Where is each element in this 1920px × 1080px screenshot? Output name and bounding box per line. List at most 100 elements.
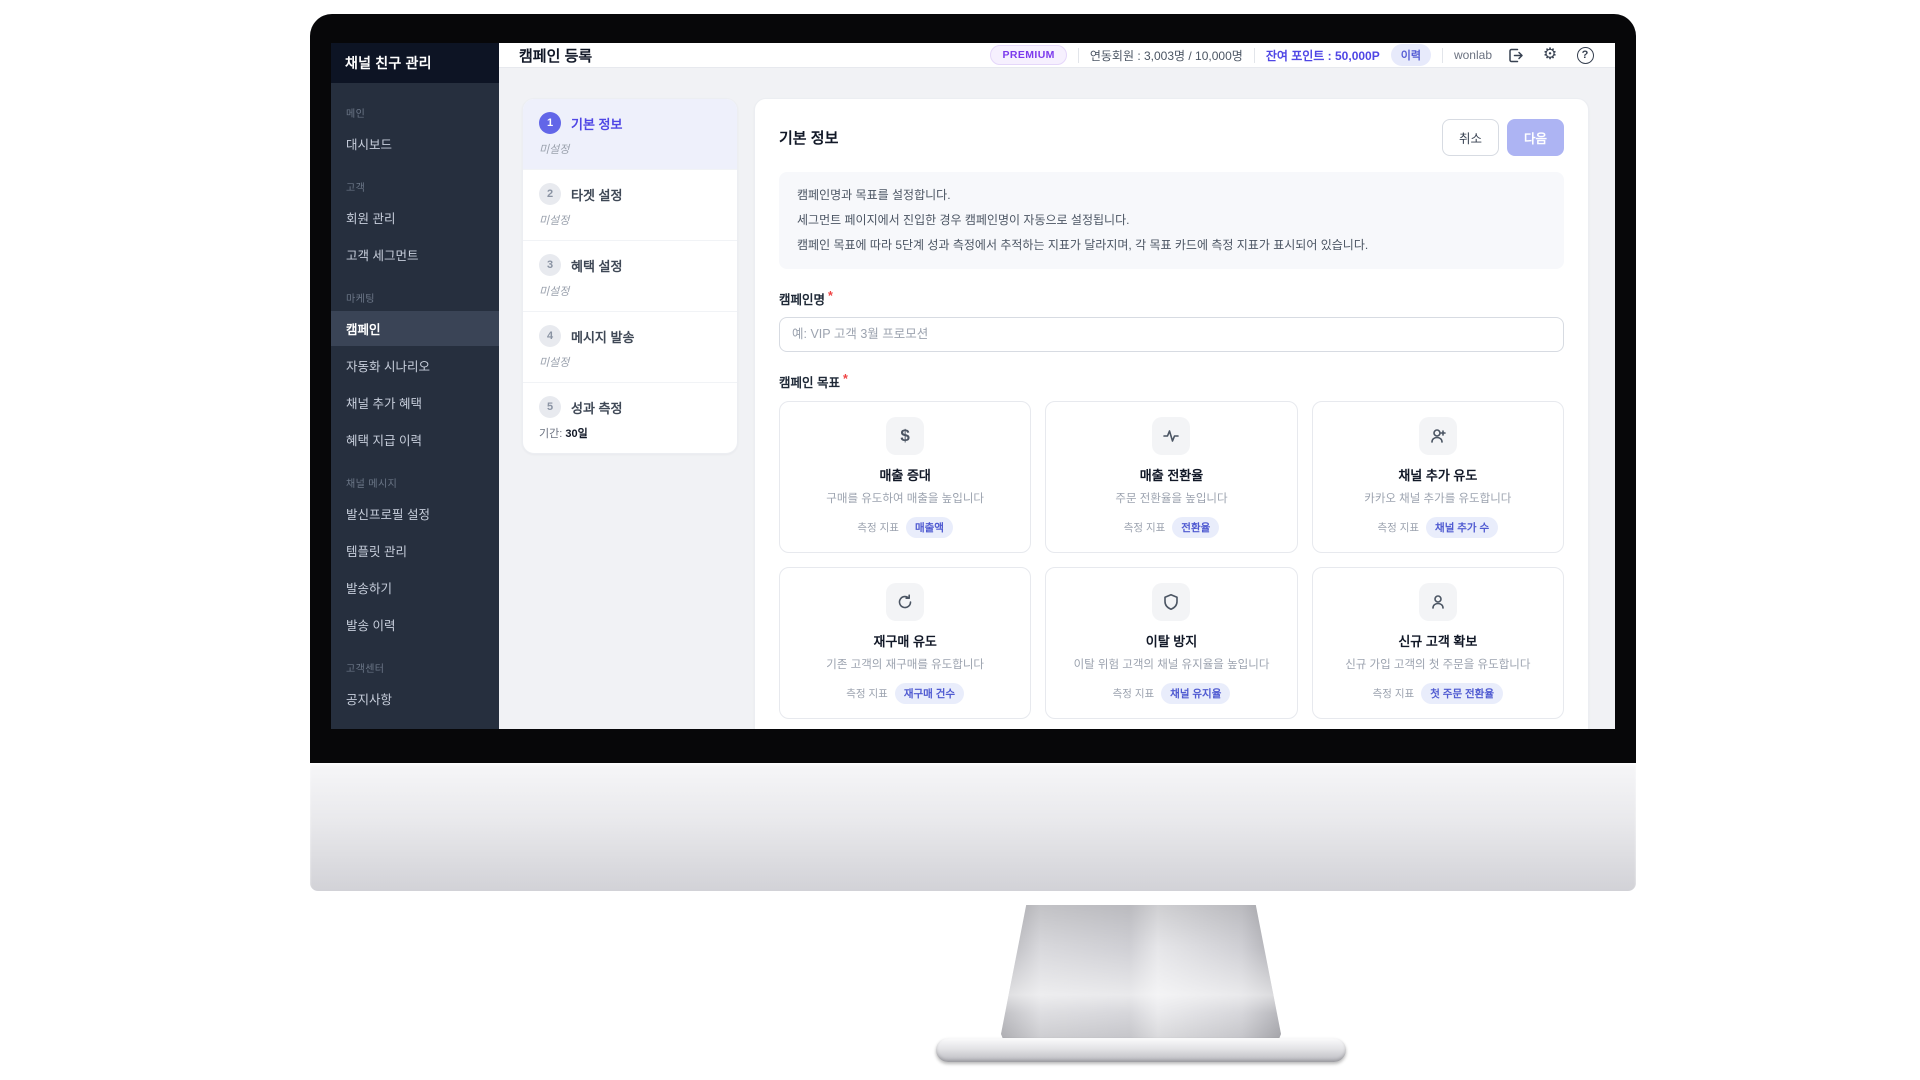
divider — [1441, 47, 1443, 63]
goal-metric: 측정 지표 매출액 — [792, 516, 1018, 538]
campaign-name-input[interactable] — [779, 316, 1564, 352]
monitor-stand-neck — [1001, 905, 1281, 1055]
shield-icon — [1152, 582, 1191, 621]
metric-badge: 채널 추가 수 — [1426, 516, 1499, 538]
step-status: 기간: 30일 — [539, 428, 588, 440]
goal-desc: 기존 고객의 재구매를 유도합니다 — [826, 658, 985, 671]
required-mark: * — [828, 288, 833, 303]
page-title: 캠페인 등록 — [519, 47, 593, 65]
sidebar-item-templates[interactable]: 템플릿 관리 — [346, 545, 407, 559]
settings-icon[interactable]: ⚙ — [1538, 43, 1562, 67]
campaign-goal-label: 캠페인 목표 * — [779, 371, 848, 390]
points-history-button[interactable]: 이력 — [1390, 44, 1431, 66]
monitor-stand-base — [936, 1038, 1346, 1062]
panel-actions: 취소 다음 — [1441, 119, 1564, 156]
section-label: 메인 — [346, 109, 366, 120]
goal-title: 이탈 방지 — [1145, 633, 1198, 649]
user-plus-icon — [1418, 416, 1457, 455]
step-label: 타겟 설정 — [571, 187, 623, 203]
member-stat: 연동회원 : 3,003명 / 10,000명 — [1089, 48, 1243, 63]
goal-card-repurchase[interactable]: 재구매 유도 기존 고객의 재구매를 유도합니다 측정 지표 재구매 건수 — [779, 566, 1032, 719]
sidebar-item-contact[interactable]: 문의하기 — [331, 718, 499, 729]
sidebar-section-channel-message: 채널 메시지 발신프로필 설정 템플릿 관리 발송하기 발송 이력 — [331, 471, 499, 642]
panel-title: 기본 정보 — [779, 130, 839, 147]
sidebar-item-benefit-history[interactable]: 혜택 지급 이력 — [346, 434, 422, 448]
sidebar-item-sender-profile[interactable]: 발신프로필 설정 — [346, 508, 430, 522]
goal-metric: 측정 지표 재구매 건수 — [792, 682, 1018, 704]
info-line: 캠페인 목표에 따라 5단계 성과 측정에서 추적하는 지표가 달라지며, 각 … — [797, 237, 1369, 252]
sidebar-item-send[interactable]: 발송하기 — [346, 582, 393, 596]
sidebar-item-send-history[interactable]: 발송 이력 — [346, 619, 396, 633]
monitor-chin — [310, 763, 1636, 891]
user-icon — [1418, 582, 1457, 621]
step-status: 미설정 — [539, 286, 570, 298]
wizard-step-benefit[interactable]: 3 혜택 설정 미설정 — [523, 240, 737, 311]
basic-info-panel: 기본 정보 취소 다음 캠페인명과 목표를 설정합니다. 세그먼트 페이지에서 … — [754, 98, 1589, 729]
monitor-bezel: 채널 친구 관리 메인 대시보드 고객 회원 관리 고객 세그먼트 마케팅 — [310, 14, 1636, 763]
help-icon[interactable]: ? — [1573, 43, 1597, 67]
step-number: 3 — [539, 254, 561, 276]
wizard-step-basic-info[interactable]: 1 기본 정보 미설정 — [523, 99, 737, 169]
info-line: 캠페인명과 목표를 설정합니다. — [797, 188, 951, 202]
section-label: 마케팅 — [346, 294, 375, 305]
dollar-icon: $ — [886, 416, 925, 455]
sidebar-item-campaign[interactable]: 캠페인 — [331, 311, 499, 346]
sidebar-section-customer: 고객 회원 관리 고객 세그먼트 — [331, 175, 499, 272]
metric-badge: 재구매 건수 — [894, 682, 965, 704]
metric-badge: 채널 유지율 — [1161, 682, 1231, 704]
goal-card-conversion[interactable]: 매출 전환율 주문 전환율을 높입니다 측정 지표 전환율 — [1045, 400, 1298, 553]
goal-card-new-customer[interactable]: 신규 고객 확보 신규 가입 고객의 첫 주문을 유도합니다 측정 지표 첫 주… — [1311, 566, 1564, 719]
sidebar-section-main: 메인 대시보드 — [331, 101, 499, 161]
step-status: 미설정 — [539, 357, 570, 369]
goal-metric: 측정 지표 첫 주문 전환율 — [1325, 682, 1551, 704]
sidebar-item-notice[interactable]: 공지사항 — [346, 693, 393, 707]
wizard-step-performance[interactable]: 5 성과 측정 기간: 30일 — [523, 382, 737, 453]
sidebar-item-segments[interactable]: 고객 세그먼트 — [346, 249, 419, 263]
goal-title: 채널 추가 유도 — [1398, 467, 1478, 483]
topbar-right: PREMIUM 연동회원 : 3,003명 / 10,000명 잔여 포인트 :… — [990, 43, 1597, 67]
activity-icon — [1152, 416, 1191, 455]
step-label: 혜택 설정 — [571, 258, 623, 274]
goal-card-sales-increase[interactable]: $ 매출 증대 구매를 유도하여 매출을 높입니다 측정 지표 매출액 — [779, 400, 1032, 553]
next-button[interactable]: 다음 — [1506, 119, 1564, 156]
required-mark: * — [842, 371, 848, 386]
goal-title: 재구매 유도 — [873, 633, 937, 649]
sidebar-item-automation[interactable]: 자동화 시나리오 — [346, 360, 430, 374]
goal-title: 신규 고객 확보 — [1398, 633, 1478, 649]
monitor-frame: 채널 친구 관리 메인 대시보드 고객 회원 관리 고객 세그먼트 마케팅 — [310, 14, 1636, 891]
section-label: 고객 — [346, 183, 366, 194]
goal-card-churn-prevention[interactable]: 이탈 방지 이탈 위험 고객의 채널 유지율을 높입니다 측정 지표 채널 유지… — [1045, 566, 1298, 719]
refresh-icon — [886, 582, 925, 621]
cancel-button[interactable]: 취소 — [1441, 119, 1499, 156]
goal-card-channel-add[interactable]: 채널 추가 유도 카카오 채널 추가를 유도합니다 측정 지표 채널 추가 수 — [1311, 400, 1564, 553]
app-window: 채널 친구 관리 메인 대시보드 고객 회원 관리 고객 세그먼트 마케팅 — [331, 43, 1615, 729]
goal-desc: 이탈 위험 고객의 채널 유지율을 높입니다 — [1073, 658, 1270, 671]
username: wonlab — [1453, 48, 1492, 62]
campaign-name-label: 캠페인명 * — [779, 288, 833, 307]
wizard-step-message[interactable]: 4 메시지 발송 미설정 — [523, 311, 737, 382]
logout-icon[interactable] — [1503, 43, 1527, 67]
main-region: 캠페인 등록 PREMIUM 연동회원 : 3,003명 / 10,000명 잔… — [499, 43, 1615, 729]
goal-desc: 주문 전환율을 높입니다 — [1115, 492, 1228, 505]
goal-grid: $ 매출 증대 구매를 유도하여 매출을 높입니다 측정 지표 매출액 — [779, 400, 1564, 729]
sidebar-item-dashboard[interactable]: 대시보드 — [346, 138, 393, 152]
topbar: 캠페인 등록 PREMIUM 연동회원 : 3,003명 / 10,000명 잔… — [499, 43, 1615, 68]
step-label: 기본 정보 — [571, 116, 623, 132]
divider — [1077, 47, 1079, 63]
step-number: 1 — [539, 112, 561, 134]
wizard-step-target[interactable]: 2 타겟 설정 미설정 — [523, 169, 737, 240]
step-number: 2 — [539, 183, 561, 205]
premium-badge: PREMIUM — [990, 45, 1067, 65]
sidebar-item-members[interactable]: 회원 관리 — [346, 212, 396, 226]
divider — [1253, 47, 1255, 63]
sidebar: 채널 친구 관리 메인 대시보드 고객 회원 관리 고객 세그먼트 마케팅 — [331, 43, 499, 729]
step-number: 5 — [539, 396, 561, 418]
sidebar-item-channel-benefit[interactable]: 채널 추가 혜택 — [346, 397, 422, 411]
step-status: 미설정 — [539, 144, 570, 156]
sidebar-nav: 메인 대시보드 고객 회원 관리 고객 세그먼트 마케팅 캠페인 자동화 시나리… — [331, 83, 499, 729]
goal-desc: 카카오 채널 추가를 유도합니다 — [1364, 492, 1512, 505]
goal-title: 매출 증대 — [879, 467, 931, 483]
sidebar-section-support: 고객센터 공지사항 문의하기 — [331, 656, 499, 729]
metric-badge: 전환율 — [1172, 516, 1220, 538]
